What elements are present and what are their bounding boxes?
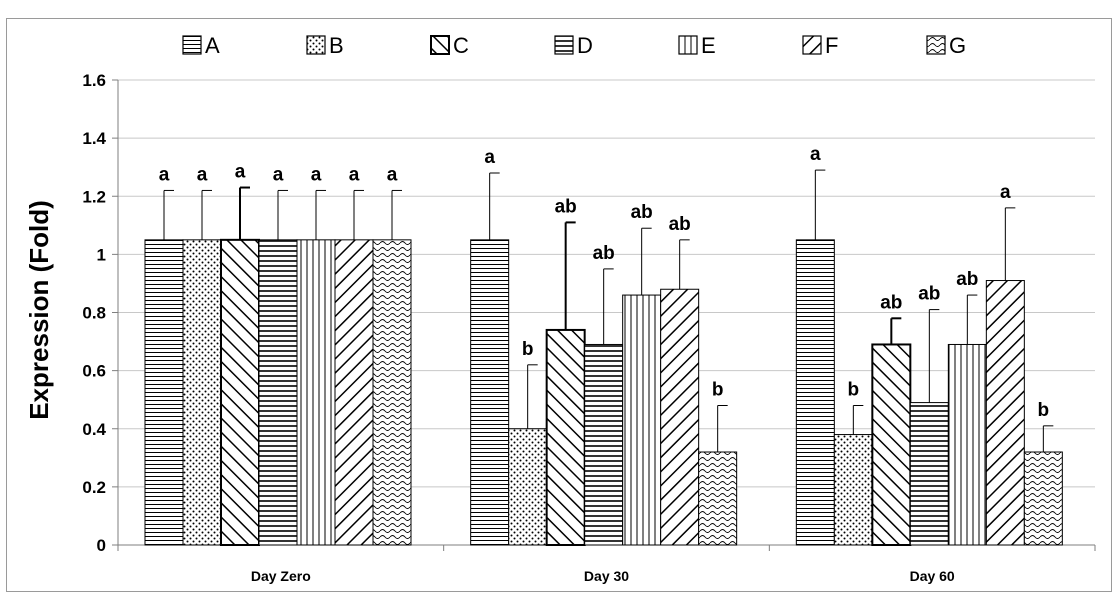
bar-G-day-zero <box>372 239 412 546</box>
significance-label: ab <box>918 284 940 305</box>
y-tick-label: 0.8 <box>82 304 106 323</box>
significance-label: b <box>1038 400 1050 421</box>
bar-A-day-30 <box>470 239 510 546</box>
bar-D-day-60 <box>909 402 949 546</box>
legend-label-D: D <box>577 33 593 58</box>
significance-label: a <box>810 144 821 165</box>
legend-label-G: G <box>949 33 966 58</box>
bar-B-day-60 <box>833 434 873 546</box>
legend-swatch-G <box>926 35 946 55</box>
bar-C-day-60 <box>871 343 912 546</box>
bar-B-day-zero <box>182 239 222 546</box>
y-tick-label: 1.2 <box>82 187 106 206</box>
bar-D-day-zero <box>258 239 298 546</box>
significance-label: a <box>159 164 170 185</box>
bar-F-day-zero <box>334 239 374 546</box>
legend-label-F: F <box>825 33 838 58</box>
bar-G-day-30 <box>698 451 738 546</box>
significance-label: ab <box>669 214 691 235</box>
chart-frame <box>6 18 1112 592</box>
y-tick-label: 1.4 <box>82 129 106 148</box>
significance-label: a <box>484 147 495 168</box>
legend-swatch-D <box>554 35 574 55</box>
bar-E-day-30 <box>622 294 662 546</box>
legend-label-E: E <box>701 33 716 58</box>
significance-label: a <box>197 164 208 185</box>
bar-B-day-30 <box>508 428 548 546</box>
legend-label-B: B <box>329 33 344 58</box>
significance-label: a <box>1000 182 1011 203</box>
bar-E-day-zero <box>296 239 336 546</box>
legend-swatch-F <box>802 35 822 55</box>
significance-label: a <box>349 164 360 185</box>
bar-A-day-zero <box>144 239 184 546</box>
x-tick-label: Day Zero <box>251 568 311 584</box>
bar-A-day-60 <box>795 239 835 546</box>
significance-label: ab <box>880 292 902 313</box>
significance-label: a <box>311 164 322 185</box>
bar-D-day-30 <box>584 343 624 546</box>
significance-label: ab <box>631 202 653 223</box>
x-tick-label: Day 60 <box>910 568 955 584</box>
bar-E-day-60 <box>947 343 987 546</box>
y-tick-label: 0.2 <box>82 478 106 497</box>
legend-swatch-E <box>678 35 698 55</box>
significance-label: ab <box>593 243 615 264</box>
significance-label: a <box>273 164 284 185</box>
legend-swatch-B <box>306 35 326 55</box>
significance-label: ab <box>555 196 577 217</box>
significance-label: a <box>235 162 246 183</box>
bar-F-day-30 <box>660 288 700 546</box>
legend: A B C D E F G <box>182 33 966 58</box>
y-axis-label: Expression (Fold) <box>24 200 54 420</box>
legend-swatch-A <box>182 35 202 55</box>
y-tick-label: 1 <box>97 245 106 264</box>
legend-swatch-C <box>430 35 450 55</box>
legend-label-A: A <box>205 33 220 58</box>
significance-label: b <box>522 339 534 360</box>
significance-label: b <box>712 380 724 401</box>
significance-label: a <box>387 164 398 185</box>
y-tick-label: 0.6 <box>82 362 106 381</box>
y-tick-label: 0.4 <box>82 420 106 439</box>
bar-C-day-30 <box>545 328 586 546</box>
significance-label: b <box>848 380 860 401</box>
bar-C-day-zero <box>220 238 260 546</box>
legend-label-C: C <box>453 33 469 58</box>
bar-G-day-60 <box>1023 451 1063 546</box>
bar-F-day-60 <box>985 280 1025 546</box>
y-tick-label: 1.6 <box>82 71 106 90</box>
y-tick-label: 0 <box>97 536 106 555</box>
x-tick-label: Day 30 <box>584 568 629 584</box>
significance-label: ab <box>956 269 978 290</box>
